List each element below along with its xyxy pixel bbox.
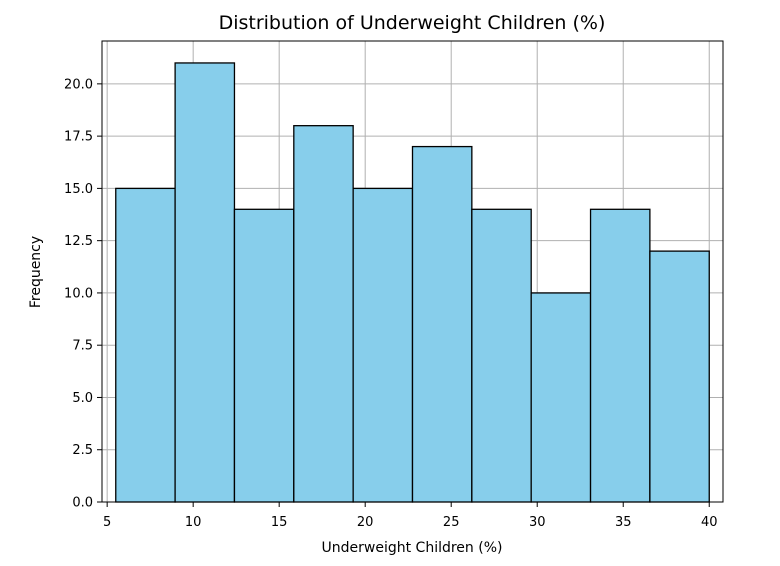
histogram-bar [411, 145, 473, 503]
x-tick-label: 20 [357, 515, 374, 530]
histogram-bar [471, 208, 532, 503]
x-tick-label: 40 [701, 515, 718, 530]
plot-frame [101, 40, 724, 503]
histogram-bar [530, 292, 592, 503]
histogram-bars [115, 62, 710, 503]
x-tick-label: 10 [185, 515, 202, 530]
y-tick-label: 2.5 [72, 443, 93, 458]
histogram-bar [174, 62, 236, 503]
y-tick-label: 0.0 [72, 496, 93, 511]
histogram-bar [589, 208, 651, 503]
y-axis-ticks: 0.0 2.5 5.0 7.5 10.0 12.5 15.0 17.5 20.0 [64, 77, 102, 511]
y-tick-label: 10.0 [64, 286, 93, 301]
chart-title: Distribution of Underweight Children (%) [219, 12, 606, 34]
x-tick-label: 5 [103, 515, 111, 530]
y-tick-label: 7.5 [72, 339, 93, 354]
histogram-bar [115, 187, 176, 503]
y-tick-label: 17.5 [64, 130, 93, 145]
x-axis-ticks: 5 10 15 20 25 30 35 40 [103, 502, 718, 530]
x-tick-label: 15 [271, 515, 288, 530]
y-tick-label: 5.0 [72, 391, 93, 406]
x-tick-label: 25 [443, 515, 460, 530]
histogram-bar [293, 125, 354, 503]
x-axis-label: Underweight Children (%) [322, 540, 503, 556]
histogram-bar [233, 208, 295, 503]
y-tick-label: 12.5 [64, 234, 93, 249]
histogram-bar [352, 187, 414, 503]
x-tick-label: 35 [615, 515, 632, 530]
y-tick-label: 20.0 [64, 77, 93, 92]
x-tick-label: 30 [529, 515, 546, 530]
y-axis-label: Frequency [28, 236, 44, 308]
histogram-bar [649, 250, 710, 503]
y-tick-label: 15.0 [64, 182, 93, 197]
